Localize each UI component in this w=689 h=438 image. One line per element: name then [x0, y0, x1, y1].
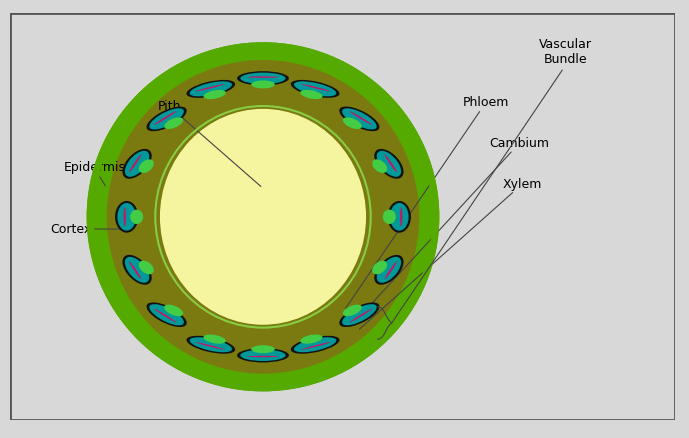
Ellipse shape [125, 151, 150, 177]
Ellipse shape [164, 117, 183, 129]
Text: Cambium: Cambium [356, 137, 549, 321]
Ellipse shape [384, 261, 397, 279]
Text: Cortex: Cortex [50, 223, 124, 236]
Ellipse shape [125, 257, 150, 283]
Ellipse shape [240, 350, 286, 361]
Ellipse shape [300, 90, 322, 99]
Ellipse shape [377, 257, 401, 283]
Text: Phloem: Phloem [345, 96, 509, 308]
Ellipse shape [123, 149, 152, 179]
Ellipse shape [160, 109, 366, 325]
Ellipse shape [339, 302, 380, 327]
Ellipse shape [150, 108, 184, 130]
Ellipse shape [294, 81, 336, 96]
Ellipse shape [383, 210, 396, 224]
Ellipse shape [189, 81, 232, 96]
Ellipse shape [247, 356, 279, 357]
Text: Pith: Pith [158, 100, 261, 187]
Ellipse shape [300, 335, 322, 344]
Text: Xylem: Xylem [360, 178, 542, 329]
Ellipse shape [301, 342, 331, 350]
Ellipse shape [147, 106, 187, 131]
Ellipse shape [349, 309, 372, 322]
Ellipse shape [372, 159, 387, 173]
Ellipse shape [343, 304, 362, 316]
Text: Vascular
Bundle: Vascular Bundle [539, 38, 592, 66]
Ellipse shape [237, 348, 289, 362]
Ellipse shape [349, 111, 372, 125]
Ellipse shape [400, 207, 402, 226]
Ellipse shape [117, 203, 136, 231]
Ellipse shape [154, 309, 176, 322]
Ellipse shape [247, 76, 279, 78]
Ellipse shape [343, 117, 362, 129]
Ellipse shape [129, 261, 141, 279]
Ellipse shape [203, 335, 226, 344]
Ellipse shape [196, 342, 225, 350]
Ellipse shape [342, 108, 377, 130]
Ellipse shape [240, 73, 286, 84]
Ellipse shape [154, 111, 176, 125]
Ellipse shape [291, 336, 340, 354]
Ellipse shape [251, 81, 275, 88]
Ellipse shape [374, 255, 404, 285]
Ellipse shape [196, 84, 225, 92]
Ellipse shape [138, 159, 154, 173]
Ellipse shape [129, 154, 141, 172]
Ellipse shape [90, 46, 436, 388]
Ellipse shape [123, 207, 126, 226]
Ellipse shape [374, 149, 404, 179]
Ellipse shape [123, 255, 152, 285]
Ellipse shape [115, 201, 138, 233]
Ellipse shape [377, 151, 401, 177]
Ellipse shape [150, 304, 184, 325]
Ellipse shape [138, 261, 154, 274]
Ellipse shape [251, 345, 275, 353]
Ellipse shape [339, 106, 380, 131]
Ellipse shape [203, 90, 226, 99]
Text: Epidermis: Epidermis [63, 162, 125, 186]
Ellipse shape [187, 336, 235, 354]
Ellipse shape [294, 337, 336, 352]
Ellipse shape [372, 261, 387, 274]
Ellipse shape [291, 80, 340, 98]
Ellipse shape [187, 80, 235, 98]
Ellipse shape [384, 154, 397, 172]
Ellipse shape [301, 84, 331, 92]
Ellipse shape [164, 304, 183, 316]
Ellipse shape [388, 201, 411, 233]
Ellipse shape [390, 203, 409, 231]
Ellipse shape [130, 210, 143, 224]
Ellipse shape [147, 302, 187, 327]
Ellipse shape [189, 337, 232, 352]
Ellipse shape [107, 60, 419, 374]
Ellipse shape [342, 304, 377, 325]
Ellipse shape [237, 71, 289, 85]
